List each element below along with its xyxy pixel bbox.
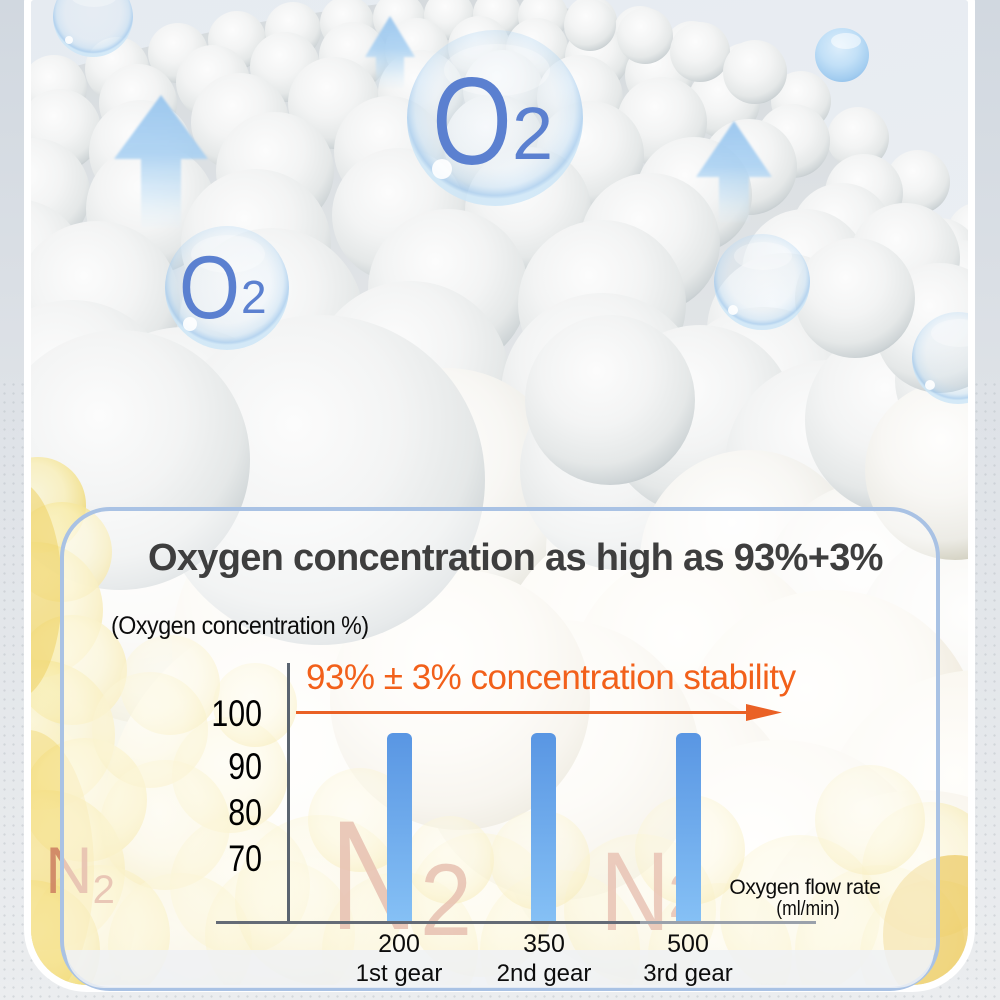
svg-text:2: 2 — [241, 271, 267, 323]
svg-text:O: O — [432, 53, 512, 191]
svg-text:2: 2 — [512, 92, 553, 175]
svg-text:O: O — [179, 237, 240, 337]
